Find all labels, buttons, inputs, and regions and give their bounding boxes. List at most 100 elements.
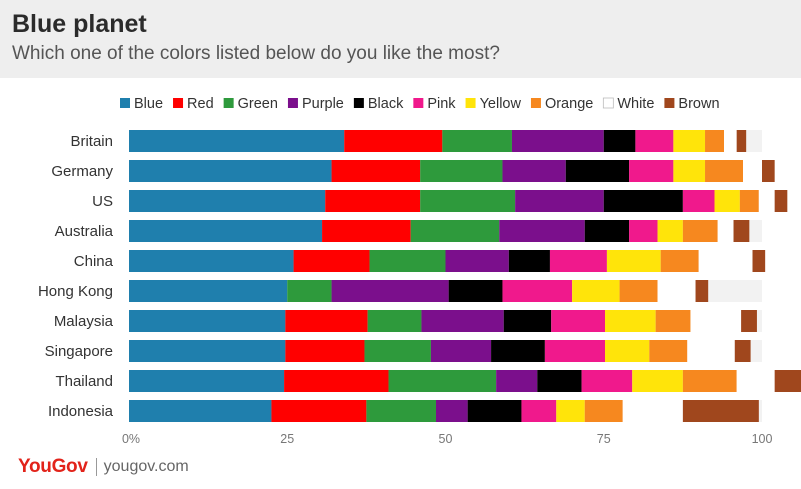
bar-indonesia-orange bbox=[584, 400, 623, 422]
bar-singapore-yellow bbox=[605, 340, 650, 362]
bar-malaysia-blue bbox=[129, 310, 286, 332]
legend-swatch-brown bbox=[664, 98, 675, 108]
bar-britain-yellow bbox=[673, 130, 706, 152]
bar-australia-black bbox=[584, 220, 630, 242]
yougov-logo[interactable]: YouGov bbox=[18, 456, 88, 477]
legend-label-purple: Purple bbox=[302, 96, 344, 112]
legend-swatch-yellow bbox=[465, 98, 476, 108]
bar-britain-white bbox=[724, 130, 737, 152]
bar-singapore-blue bbox=[129, 340, 286, 362]
bar-indonesia-purple bbox=[436, 400, 468, 422]
bar-china-brown bbox=[752, 250, 766, 272]
bar-us-orange bbox=[739, 190, 759, 212]
bar-malaysia-black bbox=[503, 310, 552, 332]
x-tick-label-25: 25 bbox=[280, 432, 294, 446]
bar-australia-brown bbox=[733, 220, 750, 242]
bar-china-purple bbox=[445, 250, 509, 272]
bar-thailand-red bbox=[284, 370, 389, 392]
chart-subtitle: Which one of the colors listed below do … bbox=[12, 43, 500, 64]
category-label-hong-kong: Hong Kong bbox=[38, 283, 113, 300]
bar-germany-blue bbox=[129, 160, 332, 182]
x-tick-label-100: 100 bbox=[752, 432, 773, 446]
bar-thailand-pink bbox=[581, 370, 633, 392]
bar-thailand-brown bbox=[774, 370, 801, 392]
legend-label-white: White bbox=[617, 96, 654, 112]
bar-hong-kong-blue bbox=[129, 280, 288, 302]
category-label-us: US bbox=[92, 193, 113, 210]
bar-germany-yellow bbox=[673, 160, 706, 182]
bar-indonesia-pink bbox=[521, 400, 557, 422]
bar-germany-pink bbox=[629, 160, 674, 182]
bar-malaysia-red bbox=[285, 310, 368, 332]
legend-label-brown: Brown bbox=[678, 96, 719, 112]
bar-indonesia-yellow bbox=[556, 400, 585, 422]
bar-us-pink bbox=[682, 190, 715, 212]
bar-germany-orange bbox=[705, 160, 744, 182]
bar-china-orange bbox=[660, 250, 699, 272]
x-tick-label-75: 75 bbox=[597, 432, 611, 446]
legend-swatch-black bbox=[353, 98, 364, 108]
bar-germany-green bbox=[420, 160, 503, 182]
bar-malaysia-white bbox=[690, 310, 742, 332]
bar-china-white bbox=[698, 250, 753, 272]
bar-britain-purple bbox=[511, 130, 604, 152]
bar-china-yellow bbox=[606, 250, 661, 272]
bar-hong-kong-brown bbox=[695, 280, 709, 302]
bar-indonesia-black bbox=[467, 400, 522, 422]
bar-china-black bbox=[508, 250, 550, 272]
bar-singapore-white bbox=[687, 340, 735, 362]
bar-hong-kong-orange bbox=[619, 280, 658, 302]
bar-singapore-black bbox=[491, 340, 545, 362]
bar-singapore-purple bbox=[430, 340, 492, 362]
bar-thailand-white bbox=[736, 370, 775, 392]
bar-us-black bbox=[603, 190, 683, 212]
x-tick-label-50: 50 bbox=[439, 432, 453, 446]
bar-germany-black bbox=[565, 160, 630, 182]
legend-swatch-blue bbox=[120, 98, 130, 108]
bar-britain-brown bbox=[736, 130, 747, 152]
bar-china-blue bbox=[129, 250, 294, 272]
bar-hong-kong-black bbox=[448, 280, 503, 302]
bar-australia-green bbox=[410, 220, 500, 242]
category-label-indonesia: Indonesia bbox=[48, 403, 114, 420]
legend-swatch-pink bbox=[413, 98, 424, 108]
x-tick-label-0: 0% bbox=[122, 432, 140, 446]
bar-australia-yellow bbox=[657, 220, 683, 242]
category-label-china: China bbox=[74, 253, 114, 270]
bar-australia-pink bbox=[629, 220, 658, 242]
bar-thailand-green bbox=[388, 370, 497, 392]
chart-title: Blue planet bbox=[12, 10, 147, 38]
bar-hong-kong-purple bbox=[331, 280, 449, 302]
legend-label-yellow: Yellow bbox=[480, 96, 522, 112]
legend-swatch-green bbox=[223, 98, 234, 108]
bar-britain-orange bbox=[705, 130, 725, 152]
site-link[interactable]: yougov.com bbox=[103, 458, 189, 475]
bar-indonesia-blue bbox=[129, 400, 272, 422]
bar-us-purple bbox=[515, 190, 604, 212]
category-label-singapore: Singapore bbox=[45, 343, 113, 360]
bar-germany-red bbox=[331, 160, 421, 182]
legend-swatch-purple bbox=[287, 98, 298, 108]
legend-label-red: Red bbox=[187, 96, 214, 112]
bar-singapore-green bbox=[364, 340, 431, 362]
category-label-malaysia: Malaysia bbox=[54, 313, 114, 330]
bar-indonesia-white bbox=[622, 400, 683, 422]
bar-us-blue bbox=[129, 190, 326, 212]
legend-swatch-red bbox=[173, 98, 184, 108]
bar-thailand-orange bbox=[682, 370, 737, 392]
legend-label-blue: Blue bbox=[134, 96, 163, 112]
bar-us-green bbox=[420, 190, 516, 212]
bar-thailand-yellow bbox=[632, 370, 683, 392]
bar-australia-white bbox=[717, 220, 734, 242]
category-label-britain: Britain bbox=[70, 133, 113, 150]
bar-britain-blue bbox=[129, 130, 345, 152]
bar-britain-black bbox=[603, 130, 636, 152]
chart-header: Blue planet Which one of the colors list… bbox=[0, 0, 801, 78]
bar-malaysia-green bbox=[367, 310, 422, 332]
bar-us-red bbox=[325, 190, 421, 212]
bar-hong-kong-pink bbox=[502, 280, 573, 302]
bar-singapore-orange bbox=[649, 340, 688, 362]
footer-divider bbox=[95, 458, 97, 476]
bar-australia-red bbox=[322, 220, 411, 242]
